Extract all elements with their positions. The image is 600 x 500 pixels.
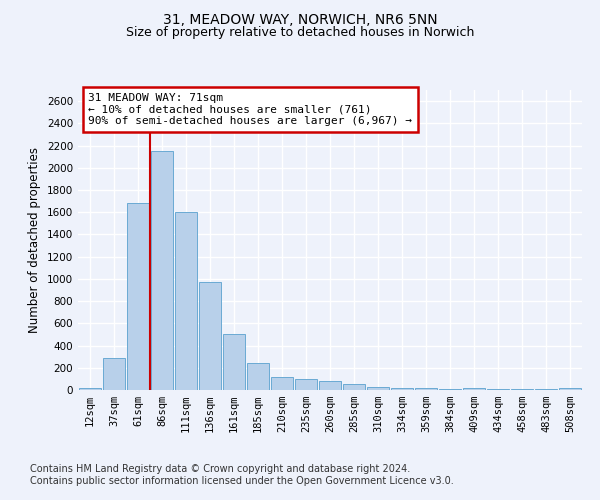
- Bar: [103, 358, 125, 390]
- Bar: [559, 388, 581, 390]
- Bar: [199, 282, 221, 390]
- Bar: [463, 388, 485, 390]
- Bar: [223, 334, 245, 390]
- Text: Contains HM Land Registry data © Crown copyright and database right 2024.: Contains HM Land Registry data © Crown c…: [30, 464, 410, 474]
- Bar: [175, 212, 197, 390]
- Bar: [79, 388, 101, 390]
- Bar: [247, 363, 269, 390]
- Bar: [127, 204, 149, 390]
- Y-axis label: Number of detached properties: Number of detached properties: [28, 147, 41, 333]
- Bar: [319, 381, 341, 390]
- Bar: [295, 379, 317, 390]
- Bar: [367, 387, 389, 390]
- Text: Size of property relative to detached houses in Norwich: Size of property relative to detached ho…: [126, 26, 474, 39]
- Bar: [343, 384, 365, 390]
- Text: Contains public sector information licensed under the Open Government Licence v3: Contains public sector information licen…: [30, 476, 454, 486]
- Bar: [271, 376, 293, 390]
- Text: 31, MEADOW WAY, NORWICH, NR6 5NN: 31, MEADOW WAY, NORWICH, NR6 5NN: [163, 12, 437, 26]
- Bar: [151, 151, 173, 390]
- Bar: [415, 388, 437, 390]
- Text: 31 MEADOW WAY: 71sqm
← 10% of detached houses are smaller (761)
90% of semi-deta: 31 MEADOW WAY: 71sqm ← 10% of detached h…: [88, 93, 412, 126]
- Bar: [391, 388, 413, 390]
